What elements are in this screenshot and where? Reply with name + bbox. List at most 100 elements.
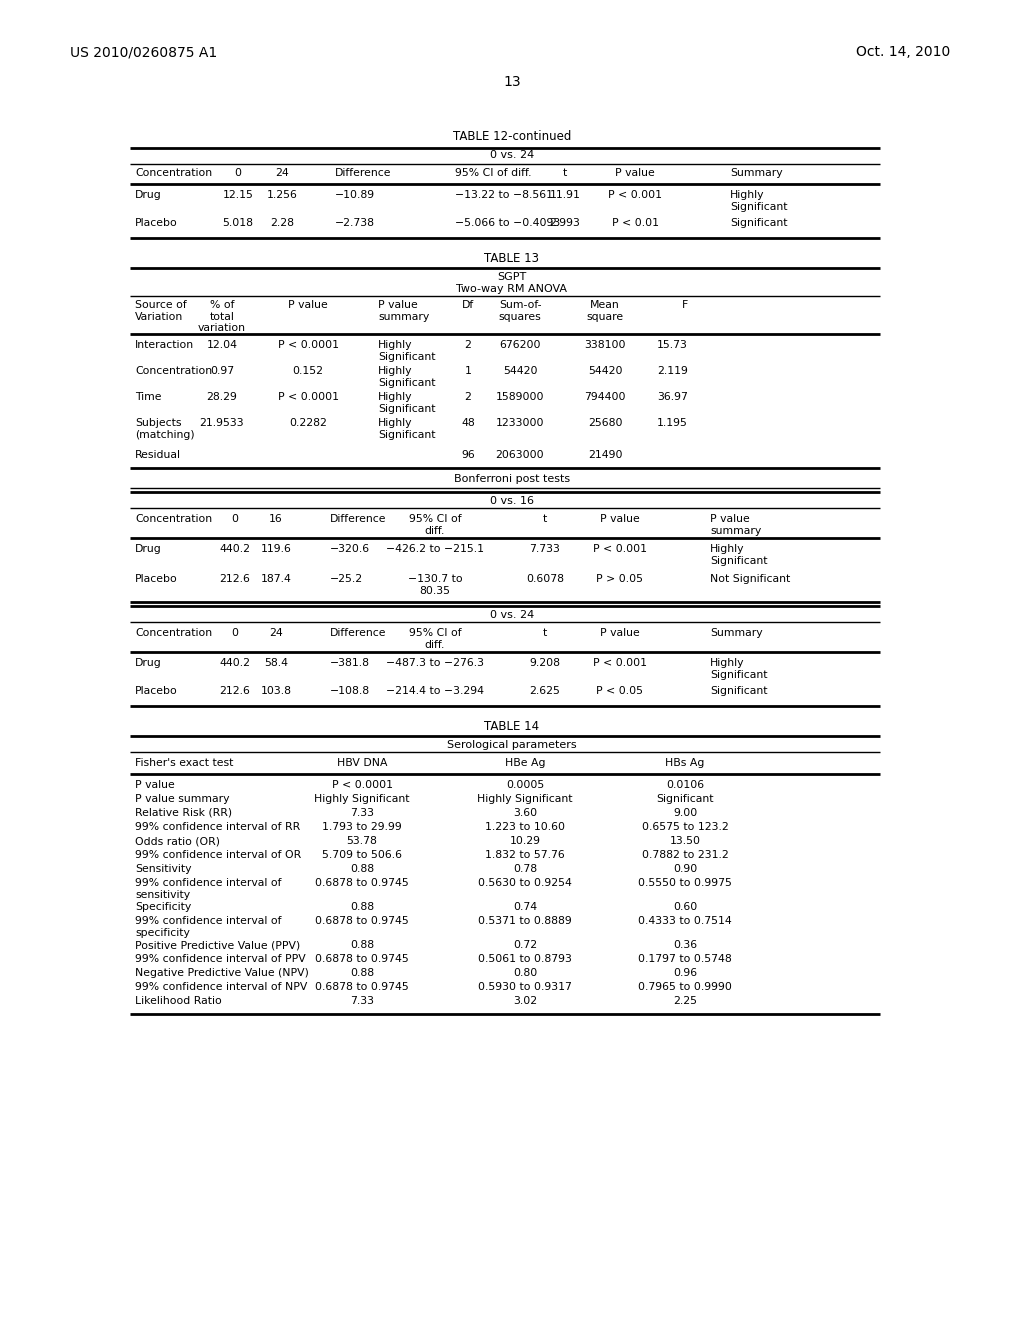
Text: 0.78: 0.78 — [513, 865, 537, 874]
Text: −426.2 to −215.1: −426.2 to −215.1 — [386, 544, 484, 554]
Text: 1.832 to 57.76: 1.832 to 57.76 — [485, 850, 565, 861]
Text: TABLE 12-continued: TABLE 12-continued — [453, 129, 571, 143]
Text: Highly
Significant: Highly Significant — [378, 366, 435, 388]
Text: 95% CI of
diff.: 95% CI of diff. — [409, 513, 462, 536]
Text: 1.793 to 29.99: 1.793 to 29.99 — [323, 822, 401, 832]
Text: 54420: 54420 — [503, 366, 538, 376]
Text: 7.33: 7.33 — [350, 997, 374, 1006]
Text: 0: 0 — [231, 513, 239, 524]
Text: P value: P value — [288, 300, 328, 310]
Text: TABLE 13: TABLE 13 — [484, 252, 540, 265]
Text: Concentration: Concentration — [135, 168, 212, 178]
Text: −381.8: −381.8 — [330, 657, 370, 668]
Text: P < 0.0001: P < 0.0001 — [278, 341, 339, 350]
Text: Odds ratio (OR): Odds ratio (OR) — [135, 836, 220, 846]
Text: Highly Significant: Highly Significant — [314, 795, 410, 804]
Text: 12.04: 12.04 — [207, 341, 238, 350]
Text: 99% confidence interval of
sensitivity: 99% confidence interval of sensitivity — [135, 878, 282, 900]
Text: 5.709 to 506.6: 5.709 to 506.6 — [322, 850, 402, 861]
Text: 0 vs. 24: 0 vs. 24 — [489, 610, 535, 620]
Text: 7.33: 7.33 — [350, 808, 374, 818]
Text: 28.29: 28.29 — [207, 392, 238, 403]
Text: 10.29: 10.29 — [510, 836, 541, 846]
Text: P < 0.001: P < 0.001 — [608, 190, 662, 201]
Text: 0.88: 0.88 — [350, 865, 374, 874]
Text: Highly
Significant: Highly Significant — [378, 418, 435, 441]
Text: 99% confidence interval of RR: 99% confidence interval of RR — [135, 822, 300, 832]
Text: −2.738: −2.738 — [335, 218, 375, 228]
Text: Positive Predictive Value (PPV): Positive Predictive Value (PPV) — [135, 940, 300, 950]
Text: 2.625: 2.625 — [529, 686, 560, 696]
Text: P < 0.001: P < 0.001 — [593, 657, 647, 668]
Text: 9.00: 9.00 — [673, 808, 697, 818]
Text: 119.6: 119.6 — [260, 544, 292, 554]
Text: 1233000: 1233000 — [496, 418, 544, 428]
Text: Highly
Significant: Highly Significant — [378, 341, 435, 363]
Text: 0.80: 0.80 — [513, 968, 538, 978]
Text: Not Significant: Not Significant — [710, 574, 791, 583]
Text: Sensitivity: Sensitivity — [135, 865, 191, 874]
Text: Concentration: Concentration — [135, 366, 212, 376]
Text: 53.78: 53.78 — [346, 836, 378, 846]
Text: Specificity: Specificity — [135, 902, 191, 912]
Text: 13: 13 — [503, 75, 521, 88]
Text: 0.7882 to 231.2: 0.7882 to 231.2 — [642, 850, 728, 861]
Text: 1589000: 1589000 — [496, 392, 544, 403]
Text: 36.97: 36.97 — [657, 392, 688, 403]
Text: 0.72: 0.72 — [513, 940, 537, 950]
Text: Difference: Difference — [330, 513, 386, 524]
Text: 15.73: 15.73 — [657, 341, 688, 350]
Text: −487.3 to −276.3: −487.3 to −276.3 — [386, 657, 484, 668]
Text: 2: 2 — [465, 392, 471, 403]
Text: 0.0005: 0.0005 — [506, 780, 544, 789]
Text: 0.0106: 0.0106 — [666, 780, 705, 789]
Text: 103.8: 103.8 — [260, 686, 292, 696]
Text: 54420: 54420 — [588, 366, 623, 376]
Text: 440.2: 440.2 — [219, 657, 251, 668]
Text: Mean
square: Mean square — [587, 300, 624, 322]
Text: 2063000: 2063000 — [496, 450, 545, 459]
Text: t: t — [543, 513, 547, 524]
Text: 7.733: 7.733 — [529, 544, 560, 554]
Text: −10.89: −10.89 — [335, 190, 375, 201]
Text: 0.88: 0.88 — [350, 968, 374, 978]
Text: 2.28: 2.28 — [270, 218, 294, 228]
Text: P value: P value — [600, 628, 640, 638]
Text: 2: 2 — [465, 341, 471, 350]
Text: US 2010/0260875 A1: US 2010/0260875 A1 — [70, 45, 217, 59]
Text: Difference: Difference — [335, 168, 391, 178]
Text: −108.8: −108.8 — [330, 686, 370, 696]
Text: TABLE 14: TABLE 14 — [484, 719, 540, 733]
Text: 1: 1 — [465, 366, 471, 376]
Text: 2.25: 2.25 — [673, 997, 697, 1006]
Text: Source of
Variation: Source of Variation — [135, 300, 186, 322]
Text: P < 0.05: P < 0.05 — [597, 686, 643, 696]
Text: 0 vs. 24: 0 vs. 24 — [489, 150, 535, 160]
Text: t: t — [543, 628, 547, 638]
Text: 0.6575 to 123.2: 0.6575 to 123.2 — [642, 822, 728, 832]
Text: 48: 48 — [461, 418, 475, 428]
Text: Oct. 14, 2010: Oct. 14, 2010 — [856, 45, 950, 59]
Text: Placebo: Placebo — [135, 574, 178, 583]
Text: Placebo: Placebo — [135, 218, 178, 228]
Text: 0.5371 to 0.8889: 0.5371 to 0.8889 — [478, 916, 571, 927]
Text: −130.7 to
80.35: −130.7 to 80.35 — [408, 574, 462, 597]
Text: P > 0.05: P > 0.05 — [597, 574, 643, 583]
Text: P < 0.0001: P < 0.0001 — [332, 780, 392, 789]
Text: −13.22 to −8.561: −13.22 to −8.561 — [455, 190, 553, 201]
Text: Significant: Significant — [710, 686, 768, 696]
Text: 24: 24 — [275, 168, 289, 178]
Text: 21.9533: 21.9533 — [200, 418, 245, 428]
Text: Drug: Drug — [135, 657, 162, 668]
Text: 0.36: 0.36 — [673, 940, 697, 950]
Text: P < 0.001: P < 0.001 — [593, 544, 647, 554]
Text: 212.6: 212.6 — [219, 574, 251, 583]
Text: P value
summary: P value summary — [710, 513, 761, 536]
Text: Serological parameters: Serological parameters — [447, 741, 577, 750]
Text: 58.4: 58.4 — [264, 657, 288, 668]
Text: HBV DNA: HBV DNA — [337, 758, 387, 768]
Text: 187.4: 187.4 — [260, 574, 292, 583]
Text: 99% confidence interval of PPV: 99% confidence interval of PPV — [135, 954, 306, 964]
Text: −214.4 to −3.294: −214.4 to −3.294 — [386, 686, 484, 696]
Text: 440.2: 440.2 — [219, 544, 251, 554]
